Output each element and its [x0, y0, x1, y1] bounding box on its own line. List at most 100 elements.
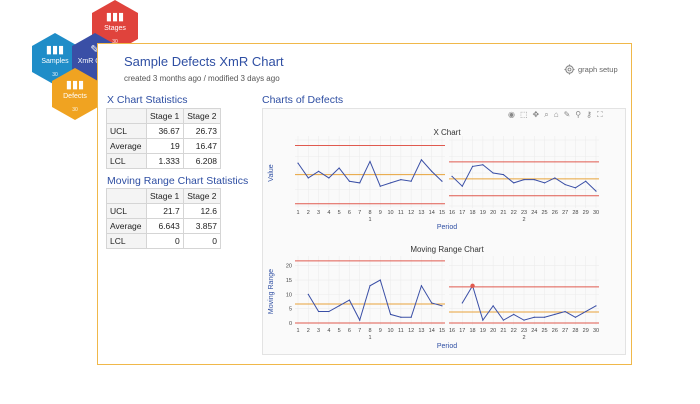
data-point	[523, 319, 525, 321]
key-icon[interactable]: ⚷	[586, 110, 592, 119]
y-tick-label: 10	[286, 292, 292, 298]
x-tick-label: 30	[593, 328, 599, 334]
wrench-icon: ✎	[90, 44, 100, 56]
x-tick-label: 3	[317, 328, 320, 334]
x-tick-label: 9	[379, 210, 382, 216]
data-point	[533, 316, 535, 318]
data-point	[564, 183, 566, 186]
x-tick-label: 18	[470, 210, 476, 216]
table-cell: 16.47	[182, 138, 222, 154]
draw-icon[interactable]: ✎	[563, 110, 571, 119]
x-tick-label: 1	[296, 210, 299, 216]
data-point	[554, 313, 556, 316]
x-tick-label: 2	[307, 328, 310, 334]
x-tick-label: 27	[562, 210, 568, 216]
data-point	[420, 285, 423, 287]
chart-title: X Chart	[433, 128, 461, 137]
table-row: Average 6.643 3.857	[106, 218, 222, 234]
x-tick-label: 10	[388, 210, 394, 216]
camera-icon[interactable]: ◉	[508, 110, 515, 119]
x-tick-label: 21	[500, 210, 506, 216]
table-cell: 0	[145, 233, 184, 249]
x-tick-label: 9	[379, 328, 382, 334]
data-point	[369, 160, 371, 163]
stages-count: 30	[112, 39, 118, 45]
y-tick-label: 15	[286, 278, 292, 284]
x-tick-label: 5	[338, 210, 341, 216]
x-tick-label: 17	[459, 210, 465, 216]
x-tick-label: 15	[439, 210, 445, 216]
data-point	[564, 310, 566, 313]
home-icon[interactable]: ⌂	[553, 110, 559, 119]
y-axis-label: Value	[268, 164, 275, 181]
column-header: Stage 1	[145, 188, 184, 204]
data-point	[338, 305, 340, 307]
page-title: Sample Defects XmR Chart	[124, 54, 284, 69]
x-tick-label: 12	[408, 210, 414, 216]
fullscreen-icon[interactable]: ⛶	[597, 110, 603, 119]
x-tick-label: 14	[429, 210, 435, 216]
chart-modebar: ◉ ⬚ ✥ ⌕ ⌂ ✎ ⚲ ⚷ ⛶	[508, 110, 603, 120]
x-tick-label: 10	[388, 328, 394, 334]
table-corner	[106, 188, 147, 204]
row-label: UCL	[106, 203, 147, 219]
x-tick-label: 7	[358, 328, 361, 334]
x-tick-label: 6	[348, 210, 351, 216]
pan-icon[interactable]: ✥	[532, 110, 540, 119]
data-point	[307, 293, 309, 295]
x-tick-label: 4	[327, 210, 330, 216]
data-point	[513, 313, 515, 316]
data-point	[317, 310, 320, 313]
xmr-chart-label: XmR Chart	[77, 58, 113, 65]
data-point	[461, 185, 463, 187]
table-row: UCL 21.7 12.6	[106, 203, 222, 219]
mr-stats-title: Moving Range Chart Statistics	[107, 175, 249, 187]
bar-chart-icon: ▮▮▮	[105, 11, 125, 23]
bar-chart-icon: ▮▮▮	[65, 79, 85, 91]
mr-stats-table: Stage 1 Stage 2 UCL 21.7 12.6 Average 6.…	[106, 188, 222, 249]
x-tick-label: 23	[521, 210, 527, 216]
data-point	[492, 305, 494, 307]
table-cell: 12.6	[182, 203, 222, 219]
document-meta: created 3 months ago / modified 3 days a…	[124, 74, 280, 83]
defects-label: Defects	[63, 93, 87, 100]
table-cell: 1.333	[145, 153, 184, 169]
data-point	[431, 170, 433, 172]
data-point	[328, 310, 330, 313]
data-point	[543, 182, 546, 184]
flagged-point	[470, 283, 475, 288]
x-tick-label: 14	[429, 328, 435, 334]
table-cell: 0	[182, 233, 222, 249]
x-tick-label: 23	[521, 328, 527, 334]
data-point	[451, 175, 453, 177]
data-point	[420, 159, 423, 161]
table-row: Average 19 16.47	[106, 138, 222, 154]
gear-icon	[564, 64, 575, 75]
zoom-icon[interactable]: ⬚	[519, 110, 528, 119]
table-row: LCL 1.333 6.208	[106, 153, 222, 169]
table-row: UCL 36.67 26.73	[106, 123, 222, 139]
table-cell: 21.7	[145, 203, 184, 219]
table-cell: 3.857	[182, 218, 222, 234]
data-point	[554, 177, 556, 179]
data-point	[400, 316, 402, 318]
data-point	[543, 316, 546, 318]
stage-label: 1	[368, 217, 371, 223]
data-point	[585, 180, 587, 182]
data-point	[389, 182, 392, 184]
data-point	[502, 174, 505, 176]
x-tick-label: 24	[531, 328, 537, 334]
x-tick-label: 16	[449, 210, 455, 216]
x-tick-label: 17	[459, 328, 465, 334]
data-point	[574, 316, 577, 318]
data-point	[348, 180, 351, 182]
data-point	[328, 177, 330, 179]
data-point	[359, 182, 361, 184]
x-tick-label: 24	[531, 210, 537, 216]
zoom-in-icon[interactable]: ⌕	[544, 110, 549, 119]
data-point	[492, 172, 494, 174]
column-header: Stage 2	[182, 188, 222, 204]
link-icon[interactable]: ⚲	[575, 110, 582, 119]
graph-setup-button[interactable]: graph setup	[564, 64, 618, 75]
data-point	[533, 179, 535, 181]
